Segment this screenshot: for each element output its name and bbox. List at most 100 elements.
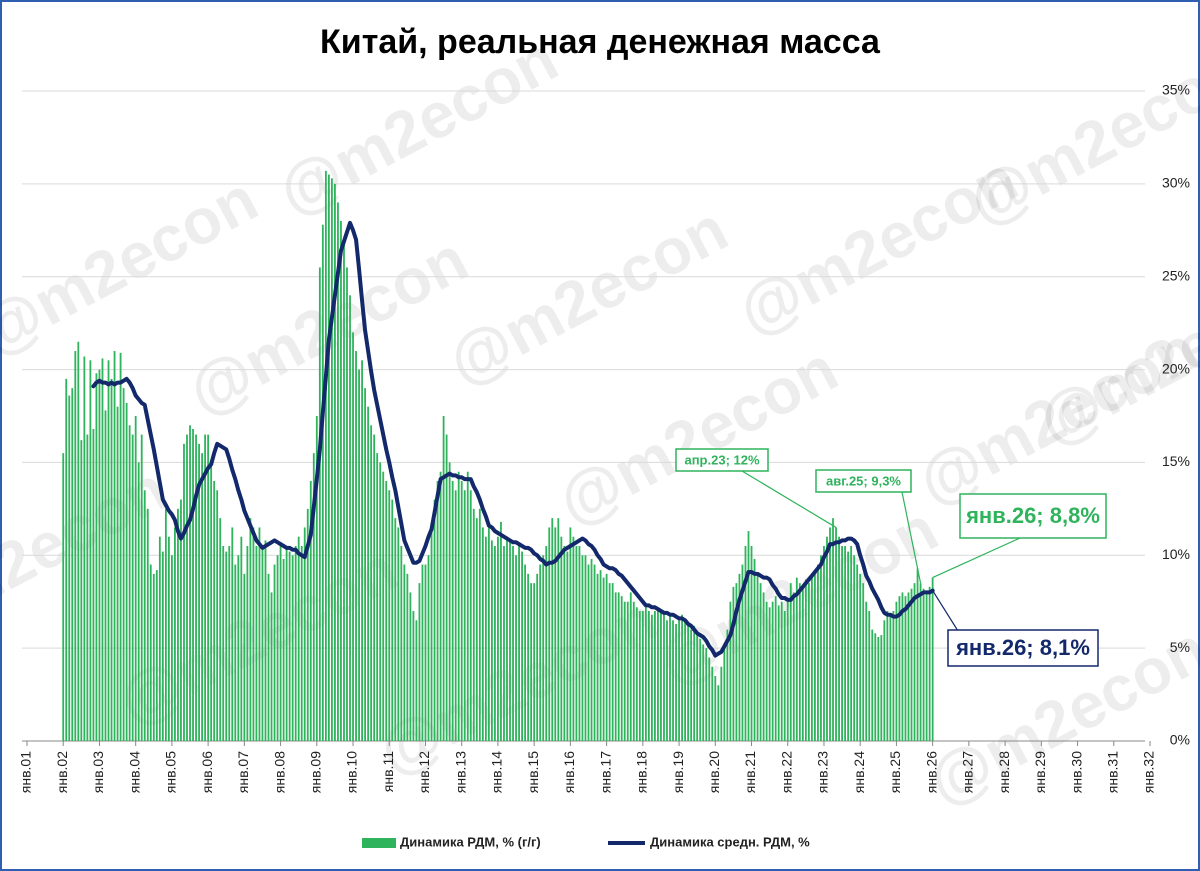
bar <box>231 527 234 741</box>
bar <box>587 564 590 741</box>
bar <box>472 508 475 741</box>
bar <box>512 546 514 741</box>
bar <box>255 546 258 741</box>
y-tick-label: 35% <box>1162 82 1190 98</box>
bar <box>98 369 101 741</box>
legend-label: Динамика РДМ, % (г/г) <box>400 834 541 849</box>
bar <box>418 583 421 741</box>
y-tick-label: 0% <box>1170 732 1190 748</box>
bar <box>723 648 726 741</box>
x-tick-label: янв.22 <box>778 751 794 793</box>
x-tick-label: янв.32 <box>1141 751 1157 793</box>
bar <box>318 267 321 741</box>
bar <box>228 546 231 741</box>
bar <box>810 577 813 741</box>
bar <box>494 546 496 741</box>
bar <box>189 425 191 741</box>
bar <box>74 351 77 741</box>
bar <box>829 527 831 741</box>
bar <box>554 527 557 741</box>
bar <box>539 564 542 741</box>
x-tick-label: янв.25 <box>887 751 903 793</box>
bar <box>838 536 840 741</box>
bar <box>717 685 720 741</box>
bar <box>638 611 641 741</box>
bar <box>490 540 493 741</box>
bar <box>186 434 188 741</box>
bar <box>889 614 892 741</box>
bar <box>388 490 391 741</box>
bar <box>394 518 397 741</box>
bar <box>744 546 747 741</box>
bar <box>210 462 213 741</box>
bar <box>530 583 533 741</box>
bar <box>901 592 904 741</box>
y-tick-label: 30% <box>1162 175 1190 191</box>
bar <box>367 406 370 741</box>
bar <box>509 540 511 741</box>
bar <box>270 592 273 741</box>
bar <box>714 676 717 741</box>
annotation-leader <box>741 470 837 528</box>
bar <box>798 583 801 741</box>
bar <box>877 637 880 741</box>
bar <box>137 462 140 741</box>
bar <box>484 536 487 741</box>
bar <box>632 601 635 741</box>
bar <box>201 453 203 741</box>
bar <box>647 611 650 741</box>
y-tick-label: 15% <box>1162 453 1190 469</box>
bar <box>481 527 484 741</box>
bar <box>155 570 158 741</box>
x-tick-label: янв.03 <box>90 751 106 793</box>
bar <box>460 481 463 741</box>
bar <box>687 624 690 741</box>
bar <box>433 499 436 741</box>
bar <box>708 657 711 741</box>
bar <box>346 267 348 741</box>
bar <box>735 583 738 741</box>
bar <box>376 453 379 741</box>
bar <box>264 540 267 741</box>
bar <box>801 586 804 741</box>
bar <box>134 416 137 741</box>
bar <box>343 239 345 742</box>
bar <box>856 564 859 741</box>
bar <box>850 546 853 741</box>
bar <box>469 490 472 741</box>
bar <box>732 586 735 741</box>
bar <box>729 601 732 741</box>
y-tick-label: 5% <box>1170 639 1190 655</box>
bar <box>542 555 545 741</box>
annotation-box <box>675 448 769 472</box>
x-tick-label: янв.21 <box>742 751 758 793</box>
bar <box>448 462 451 741</box>
bar <box>681 614 683 741</box>
bar <box>654 611 656 741</box>
bar <box>180 499 182 741</box>
bar <box>536 573 539 741</box>
bar <box>874 633 877 741</box>
bar <box>306 508 309 741</box>
bar <box>669 616 671 741</box>
x-tick-label: янв.13 <box>452 751 468 793</box>
line <box>91 220 935 658</box>
x-tick-label: янв.24 <box>851 751 867 793</box>
bar <box>279 546 282 741</box>
bar <box>415 620 418 741</box>
bar <box>503 546 505 741</box>
bar <box>841 546 843 741</box>
bar <box>750 546 753 741</box>
bar <box>309 481 312 741</box>
bar <box>524 564 527 741</box>
bar <box>868 611 871 741</box>
bar <box>116 406 119 741</box>
bar <box>575 546 578 741</box>
bar <box>152 573 155 741</box>
annotation-label: авг.25; 9,3% <box>826 473 901 488</box>
bar <box>527 573 530 741</box>
bar <box>596 573 599 741</box>
bar <box>80 440 83 741</box>
bar <box>397 527 400 741</box>
bar <box>122 388 125 741</box>
